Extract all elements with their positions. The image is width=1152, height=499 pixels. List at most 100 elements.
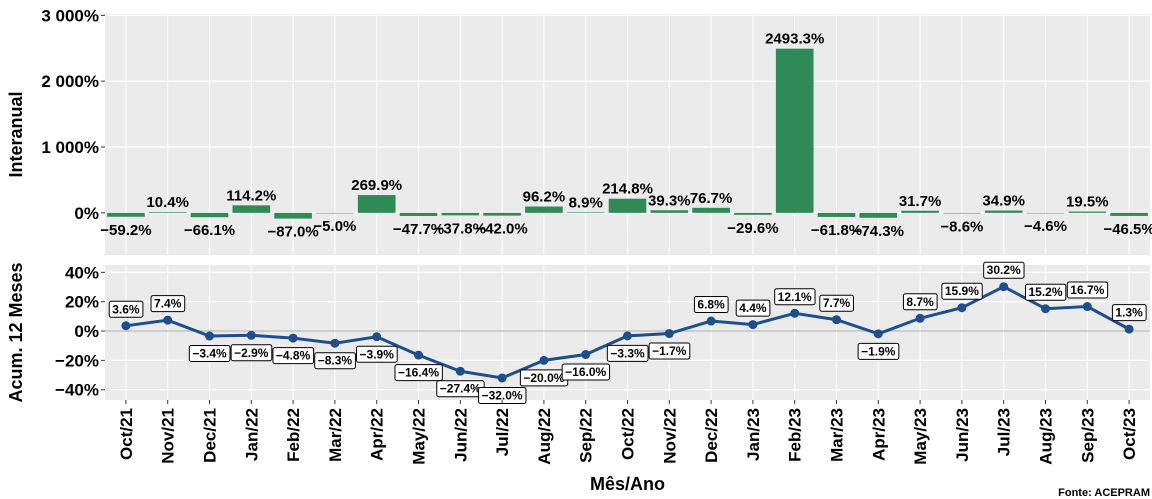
bar <box>566 212 605 213</box>
x-tick-label: Dec/22 <box>702 408 721 463</box>
label-box <box>693 296 729 314</box>
point <box>455 366 465 376</box>
point-label: −16.4% <box>398 366 439 380</box>
point <box>1082 302 1092 312</box>
point <box>497 373 507 383</box>
label-box <box>394 364 443 382</box>
x-tick-label: Oct/23 <box>1120 408 1139 460</box>
x-tick-label: Feb/22 <box>284 408 303 462</box>
point-label: −8.3% <box>318 354 353 368</box>
y-tick-label: 0% <box>74 322 99 341</box>
label-box <box>819 294 855 312</box>
point <box>581 350 591 360</box>
label-box <box>108 300 144 318</box>
bar-label: 96.2% <box>523 189 566 206</box>
y-axis-title: Interanual <box>6 91 26 177</box>
bar-label: −4.6% <box>1024 218 1067 235</box>
bar <box>775 48 814 213</box>
x-tick-label: Nov/21 <box>159 408 178 464</box>
bar-label: −66.1% <box>184 222 235 239</box>
point <box>1124 324 1134 334</box>
point <box>748 320 758 330</box>
label-box <box>230 344 273 362</box>
bar-label: 76.7% <box>690 190 733 207</box>
y-tick-label: −40% <box>55 381 99 400</box>
bar <box>943 212 981 214</box>
x-tick-label: Jun/22 <box>451 408 470 462</box>
point <box>873 329 883 339</box>
point-label: 7.7% <box>823 296 851 310</box>
bar-label: 114.2% <box>226 187 276 204</box>
point <box>832 315 841 325</box>
label-box <box>774 288 816 306</box>
label-box <box>188 345 231 363</box>
point-label: 30.2% <box>987 263 1021 277</box>
source: Fonte: ACEPRAM <box>1058 487 1150 499</box>
y-tick-label: 3 000% <box>41 6 99 25</box>
x-tick-label: Mar/22 <box>326 408 345 462</box>
label-box <box>1066 281 1109 299</box>
point <box>957 303 967 313</box>
point <box>915 313 925 323</box>
bar-label: 39.3% <box>648 192 691 209</box>
bar-label: −46.5% <box>1103 221 1152 238</box>
bar-label: 269.9% <box>351 177 402 194</box>
bar <box>274 212 312 219</box>
point-label: 1.3% <box>1115 306 1143 320</box>
point-label: −3.9% <box>360 347 395 361</box>
bar <box>901 210 939 213</box>
x-tick-label: Sep/23 <box>1078 408 1097 463</box>
x-tick-label: Jun/23 <box>953 408 972 462</box>
x-tick-label: Dec/21 <box>201 408 220 463</box>
point-label: 4.4% <box>739 301 767 315</box>
bar <box>483 212 521 216</box>
bar <box>232 205 271 213</box>
point <box>288 333 298 343</box>
x-tick-label: Sep/22 <box>577 408 596 463</box>
bar-label: −8.6% <box>940 218 983 235</box>
label-box <box>902 293 938 311</box>
label-box <box>314 352 356 370</box>
point-label: 8.7% <box>906 295 934 309</box>
bar <box>441 212 480 216</box>
point <box>246 330 256 340</box>
label-box <box>857 342 900 360</box>
point <box>414 350 423 360</box>
bar <box>1110 212 1148 216</box>
point <box>163 315 173 325</box>
y-tick-label: 2 000% <box>41 72 99 91</box>
x-tick-label: Nov/22 <box>660 408 679 464</box>
x-tick-label: Jan/22 <box>242 408 261 461</box>
x-tick-label: Oct/22 <box>619 408 638 460</box>
bar <box>190 212 229 218</box>
point-label: −2.9% <box>234 346 269 360</box>
bar-label: 8.9% <box>569 194 603 211</box>
point-label: 7.4% <box>154 297 182 311</box>
point <box>205 331 214 341</box>
label-box <box>648 342 691 360</box>
label-box <box>735 299 771 317</box>
point-label: −3.3% <box>610 346 645 360</box>
label-box <box>1111 304 1147 322</box>
point-label: −4.8% <box>276 349 311 363</box>
point-label: 16.7% <box>1070 283 1104 297</box>
y-tick-label: 20% <box>65 293 99 312</box>
x-tick-label: Oct/21 <box>117 408 136 460</box>
bar <box>107 212 145 217</box>
bar-label: −61.8% <box>811 222 862 239</box>
bar <box>1026 212 1065 214</box>
label-box <box>150 295 186 313</box>
bar <box>148 212 187 213</box>
bar <box>1068 211 1107 213</box>
bar <box>817 212 856 217</box>
point-label: 15.2% <box>1028 285 1062 299</box>
point <box>706 316 716 326</box>
x-tick-label: Jul/23 <box>995 408 1014 456</box>
bar-label: 34.9% <box>982 193 1025 210</box>
point <box>790 308 800 318</box>
bar-label: −37.8% <box>435 220 486 237</box>
bar <box>399 212 438 216</box>
point <box>999 282 1009 292</box>
bar-label: 19.5% <box>1066 194 1109 211</box>
bar-label: −47.7% <box>393 221 444 238</box>
